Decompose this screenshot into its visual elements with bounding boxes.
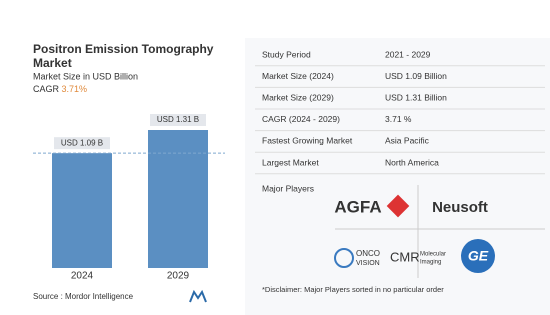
row-label: Market Size (2024) [262, 71, 334, 81]
row-label: Study Period [262, 49, 311, 59]
logo-neusoft: Neusoft [432, 199, 488, 216]
logo-imaging: Imaging [420, 260, 441, 266]
x-tick-label: 2024 [71, 271, 94, 282]
major-players-label: Major Players [262, 183, 314, 193]
logo-vision: VISION [356, 260, 380, 267]
subtitle: Market Size in USD Billion [33, 71, 138, 81]
row-value: Asia Pacific [385, 136, 430, 146]
x-tick-label: 2029 [167, 271, 190, 282]
bar [52, 153, 112, 268]
row-label: Fastest Growing Market [262, 136, 353, 146]
cagr-label: CAGR [33, 84, 60, 94]
cagr: CAGR 3.71% [33, 84, 87, 94]
row-value: 3.71 % [385, 114, 412, 124]
chart-title: Positron Emission Tomography Market [33, 42, 214, 70]
row-value: USD 1.31 Billion [385, 92, 447, 102]
value-label-box [54, 137, 110, 150]
mordor-logo [189, 289, 207, 303]
disclaimer: *Disclaimer: Major Players sorted in no … [262, 285, 444, 294]
bar [148, 130, 208, 268]
value-label-box [150, 114, 206, 126]
row-value: North America [385, 157, 439, 167]
logo-cmr: CMR [390, 249, 420, 264]
oncovision-mark [334, 248, 354, 268]
row-value: USD 1.09 Billion [385, 71, 447, 81]
source: Source : Mordor Intelligence [33, 292, 134, 301]
value-label: USD 1.31 B [157, 115, 199, 124]
logo-molecular: Molecular [420, 252, 446, 258]
row-value: 2021 - 2029 [385, 49, 431, 59]
cagr-value: 3.71% [62, 84, 88, 94]
value-label: USD 1.09 B [61, 138, 103, 147]
ge-mark [461, 239, 495, 273]
logo-onco: ONCO [356, 249, 380, 258]
logo-ge: GE [468, 248, 489, 264]
row-label: CAGR (2024 - 2029) [262, 114, 340, 124]
logo-agfa: AGFA [334, 197, 381, 216]
row-label: Market Size (2029) [262, 92, 334, 102]
details-panel [245, 38, 550, 315]
row-label: Largest Market [262, 157, 319, 167]
